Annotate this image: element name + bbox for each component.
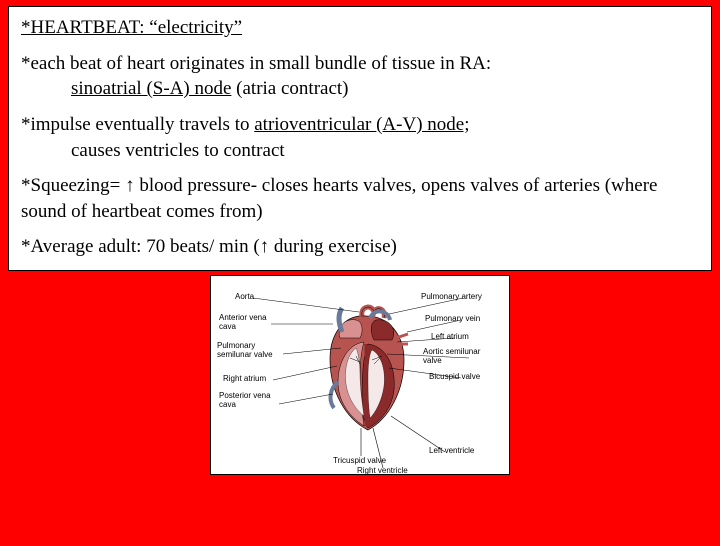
title: *HEARTBEAT: “electricity” (21, 15, 699, 41)
label-left-ventricle: Left ventricle (429, 446, 474, 455)
diagram-container: Aorta Anterior vena cava Pulmonary semil… (0, 275, 720, 475)
heart-illustration (316, 304, 416, 434)
paragraph-av-node: *impulse eventually travels to atriovent… (21, 112, 699, 163)
p4a: *Average adult: 70 beats/ min ( (21, 236, 260, 257)
p4b: during exercise) (269, 236, 397, 257)
up-arrow-1: ↑ (125, 175, 135, 196)
p1-line2: sinoatrial (S-A) node (atria contract) (71, 76, 699, 102)
label-posterior-vena-cava: Posterior vena cava (219, 392, 271, 409)
label-aortic-semilunar: Aortic semilunar valve (423, 348, 493, 365)
label-pulmonary-vein: Pulmonary vein (425, 314, 480, 323)
paragraph-squeezing: *Squeezing= ↑ blood pressure- closes hea… (21, 173, 699, 224)
paragraph-sa-node: *each beat of heart originates in small … (21, 51, 699, 102)
heart-diagram: Aorta Anterior vena cava Pulmonary semil… (210, 275, 510, 475)
up-arrow-2: ↑ (260, 236, 270, 257)
label-tricuspid: Tricuspid valve (333, 456, 386, 465)
label-right-ventricle: Right ventricle (357, 466, 408, 475)
p3a: *Squeezing= (21, 175, 125, 196)
p2a: *impulse eventually travels to (21, 114, 254, 135)
p1-rest: (atria contract) (231, 78, 348, 99)
p2-line2: causes ventricles to contract (71, 138, 699, 164)
label-left-atrium: Left atrium (431, 332, 469, 341)
label-pulmonary-semilunar: Pulmonary semilunar valve (217, 342, 277, 359)
p2-line1: *impulse eventually travels to atriovent… (21, 112, 699, 138)
label-anterior-vena-cava: Anterior vena cava (219, 314, 267, 331)
paragraph-average: *Average adult: 70 beats/ min (↑ during … (21, 234, 699, 260)
label-bicuspid: Bicuspid valve (429, 372, 480, 381)
label-aorta: Aorta (235, 292, 254, 301)
label-right-atrium: Right atrium (223, 374, 266, 383)
sa-node-term: sinoatrial (S-A) node (71, 78, 231, 99)
av-node-term: atrioventricular (A-V) node; (254, 114, 469, 135)
p1-line1: *each beat of heart originates in small … (21, 51, 699, 77)
label-pulmonary-artery: Pulmonary artery (421, 292, 482, 301)
text-box: *HEARTBEAT: “electricity” *each beat of … (8, 6, 712, 271)
